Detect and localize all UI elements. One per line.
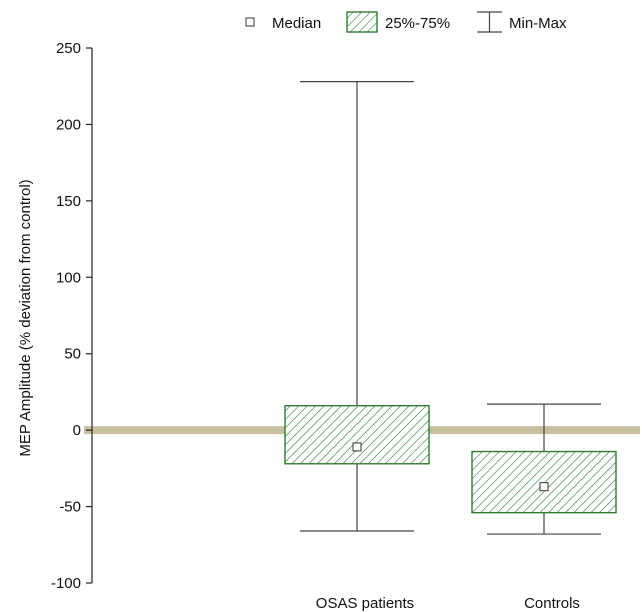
legend: Median 25%-75% Min-Max — [245, 11, 567, 33]
y-tick-label: 50 — [64, 346, 81, 363]
legend-minmax-symbol — [477, 11, 502, 33]
box-osas-patients — [284, 81, 430, 532]
legend-median-label: Median — [272, 15, 321, 32]
y-tick-label: -100 — [51, 575, 81, 592]
y-tick-label: 150 — [56, 193, 81, 210]
legend-median-symbol — [245, 17, 255, 27]
legend-minmax-label: Min-Max — [509, 15, 567, 32]
y-tick-label: 250 — [56, 40, 81, 57]
y-axis-title: MEP Amplitude (% deviation from control) — [17, 179, 34, 456]
legend-iqr-label: 25%-75% — [385, 15, 450, 32]
median-marker — [352, 442, 362, 452]
x-category-label: Controls — [524, 595, 580, 612]
iqr-box — [471, 450, 617, 514]
median-marker — [539, 482, 549, 492]
box-controls — [471, 403, 617, 535]
x-category-label: OSAS patients — [316, 595, 414, 612]
y-tick-label: 200 — [56, 116, 81, 133]
y-tick-label: 0 — [73, 422, 81, 439]
y-tick-label: -50 — [59, 499, 81, 516]
legend-iqr-symbol — [346, 11, 378, 33]
iqr-box — [284, 404, 430, 465]
y-tick-label: 100 — [56, 269, 81, 286]
